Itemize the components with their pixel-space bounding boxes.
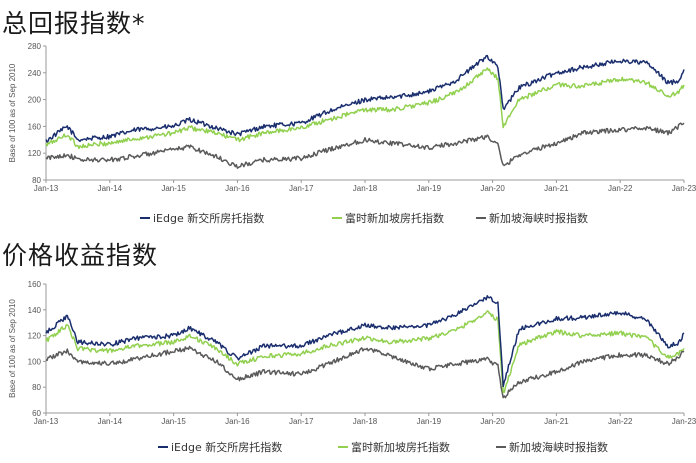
- y-axis-label: Base of 100 as of Sep 2010: [8, 299, 17, 398]
- x-tick-label: Jan-23: [672, 184, 696, 193]
- price-return-title: 价格收益指数: [2, 241, 159, 270]
- x-tick-label: Jan-15: [161, 417, 186, 426]
- legend-label-1: iEdge 新交所房托指数: [171, 440, 282, 454]
- y-tick-label: 200: [28, 96, 42, 105]
- y-tick-label: 140: [28, 306, 42, 315]
- total-return-title: 总回报指数*: [2, 9, 146, 38]
- y-tick-label: 80: [32, 176, 41, 185]
- price-return-chart: 60 80 100 120 140 160 Jan-13 Jan-14 Jan-15 Jan-16…: [8, 280, 696, 454]
- y-tick-label: 280: [28, 42, 42, 51]
- x-tick-label: Jan-22: [608, 417, 633, 426]
- x-tick-label: Jan-15: [161, 184, 186, 193]
- y-tick-label: 120: [28, 332, 42, 341]
- y-tick-label: 60: [32, 409, 41, 418]
- legend-label-3: 新加坡海峡时报指数: [509, 440, 608, 454]
- y-tick-label: 80: [32, 383, 41, 392]
- series-line-1: [45, 295, 685, 388]
- x-tick-label: Jan-14: [98, 417, 123, 426]
- y-tick-label: 240: [28, 69, 42, 78]
- y-axis-label: Base of 100 as of Sep 2010: [8, 63, 17, 162]
- x-tick-label: Jan-18: [353, 184, 378, 193]
- x-tick-label: Jan-13: [34, 184, 59, 193]
- y-tick-label: 100: [28, 357, 42, 366]
- series-line-2: [45, 310, 685, 394]
- x-tick-label: Jan-21: [544, 417, 569, 426]
- x-tick-label: Jan-18: [353, 417, 378, 426]
- x-tick-label: Jan-16: [225, 417, 250, 426]
- x-tick-label: Jan-13: [34, 417, 59, 426]
- series-line-1: [45, 54, 685, 143]
- legend-label-2: 富时新加坡房托指数: [345, 211, 444, 225]
- x-tick-label: Jan-17: [289, 417, 314, 426]
- series-line-3: [45, 122, 685, 169]
- total-return-chart: 80 120 160 200 240 280 Jan-13 Jan-14 Jan-15 Jan-1…: [8, 42, 696, 225]
- y-tick-label: 160: [28, 280, 42, 289]
- x-tick-label: Jan-21: [544, 184, 569, 193]
- x-tick-label: Jan-22: [608, 184, 633, 193]
- legend-label-2: 富时新加坡房托指数: [351, 440, 450, 454]
- x-tick-label: Jan-19: [417, 184, 442, 193]
- x-tick-label: Jan-23: [672, 417, 696, 426]
- x-tick-label: Jan-16: [225, 184, 250, 193]
- x-tick-label: Jan-17: [289, 184, 314, 193]
- x-tick-label: Jan-19: [417, 417, 442, 426]
- x-tick-label: Jan-14: [98, 184, 123, 193]
- y-tick-label: 120: [28, 149, 42, 158]
- series-line-2: [45, 67, 685, 150]
- y-tick-label: 160: [28, 122, 42, 131]
- x-tick-label: Jan-20: [480, 417, 505, 426]
- legend-label-1: iEdge 新交所房托指数: [153, 211, 264, 225]
- legend-label-3: 新加坡海峡时报指数: [489, 211, 588, 225]
- series-line-3: [45, 345, 685, 399]
- x-tick-label: Jan-20: [480, 184, 505, 193]
